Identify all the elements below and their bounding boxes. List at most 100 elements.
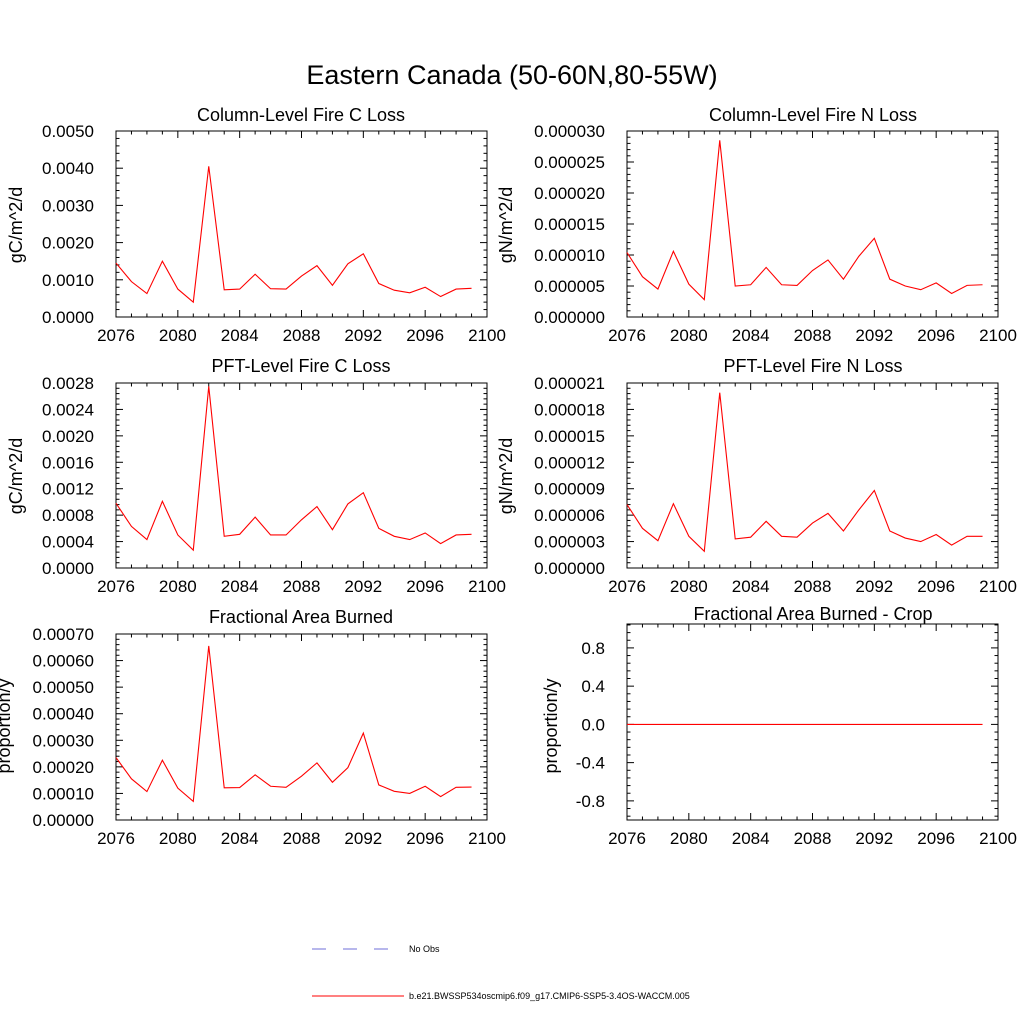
y-tick-label: 0.4 [581,677,605,696]
data-point [672,250,674,252]
data-point [424,532,426,534]
x-tick-label: 2092 [855,326,893,345]
data-point [904,285,906,287]
data-point [858,255,860,257]
data-point [842,530,844,532]
data-point [331,528,333,530]
data-point [316,762,318,764]
y-tick-label: 0.00070 [33,625,94,644]
panel-title: Column-Level Fire N Loss [709,105,917,125]
data-point [719,139,721,141]
data-point [393,790,395,792]
data-point [950,544,952,546]
data-point [749,723,751,725]
x-tick-label: 2080 [670,829,708,848]
data-point [950,723,952,725]
y-tick-label: 0.0000 [42,308,94,327]
data-point [208,645,210,647]
y-tick-label: -0.8 [576,792,605,811]
x-tick-label: 2076 [97,326,135,345]
data-point [362,732,364,734]
data-point [161,759,163,761]
data-point [688,283,690,285]
x-tick-label: 2092 [855,829,893,848]
panel-pft-fire-n-loss: PFT-Level Fire N Loss gN/m^2/d 2076 2080 2… [496,356,1017,596]
data-point [316,505,318,507]
plot-frame [115,130,488,318]
y-tick-label: 0.000000 [534,559,605,578]
data-point [331,781,333,783]
data-point [269,288,271,290]
data-point [749,284,751,286]
data-point [981,723,983,725]
y-tick-label: 0.000010 [534,246,605,265]
data-point [842,278,844,280]
y-tick-label: 0.0030 [42,196,94,215]
x-tick-label: 2100 [468,577,506,596]
x-tick-label: 2100 [979,577,1017,596]
data-point [657,723,659,725]
data-point [177,787,179,789]
data-point [688,535,690,537]
data-point [347,263,349,265]
y-tick-label: 0.000021 [534,374,605,393]
data-point [796,536,798,538]
y-axis-label: proportion/y [0,678,14,773]
y-tick-label: 0.000015 [534,215,605,234]
data-point [285,534,287,536]
y-tick-label: 0.0016 [42,453,94,472]
figure-title: Eastern Canada (50-60N,80-55W) [306,60,717,90]
x-tick-label: 2076 [608,829,646,848]
x-tick-label: 2096 [917,326,955,345]
x-tick-label: 2096 [406,829,444,848]
data-point [657,288,659,290]
data-point [208,385,210,387]
y-axis-label: gN/m^2/d [496,438,516,514]
panel-column-fire-c-loss: Column-Level Fire C Loss gC/m^2/d 2076 20… [6,105,506,345]
y-tick-label: 0.0010 [42,271,94,290]
data-point [192,800,194,802]
data-point [780,723,782,725]
panel-title: PFT-Level Fire N Loss [723,356,902,376]
data-point [688,723,690,725]
data-point [889,278,891,280]
data-point [223,535,225,537]
plot-frame [626,623,999,821]
plot-frame [626,382,999,569]
x-tick-label: 2084 [732,829,770,848]
x-tick-label: 2088 [283,577,321,596]
data-point [734,723,736,725]
y-tick-label: 0.000005 [534,277,605,296]
data-point [409,538,411,540]
series-line [626,392,983,553]
data-point [316,264,318,266]
data-point [378,527,380,529]
data-point [842,723,844,725]
data-point [873,237,875,239]
data-point [254,516,256,518]
x-tick-label: 2076 [97,829,135,848]
series-line [115,386,472,552]
data-point [409,792,411,794]
x-tick-label: 2076 [97,577,135,596]
data-point [811,723,813,725]
x-tick-label: 2084 [221,577,259,596]
data-point [238,288,240,290]
x-tick-label: 2080 [670,577,708,596]
y-tick-label: 0.00040 [33,705,94,724]
data-point [223,289,225,291]
data-point [238,533,240,535]
y-tick-label: 0.0024 [42,400,94,419]
y-tick-label: 0.000030 [534,122,605,141]
x-tick-label: 2092 [855,577,893,596]
y-tick-label: 0.0028 [42,374,94,393]
data-point [873,489,875,491]
data-point [130,525,132,527]
data-point [703,298,705,300]
x-tick-label: 2080 [159,577,197,596]
data-point [424,785,426,787]
y-axis-label: gC/m^2/d [6,438,26,514]
x-tick-label: 2084 [221,326,259,345]
data-point [192,549,194,551]
y-tick-label: 0.000015 [534,427,605,446]
